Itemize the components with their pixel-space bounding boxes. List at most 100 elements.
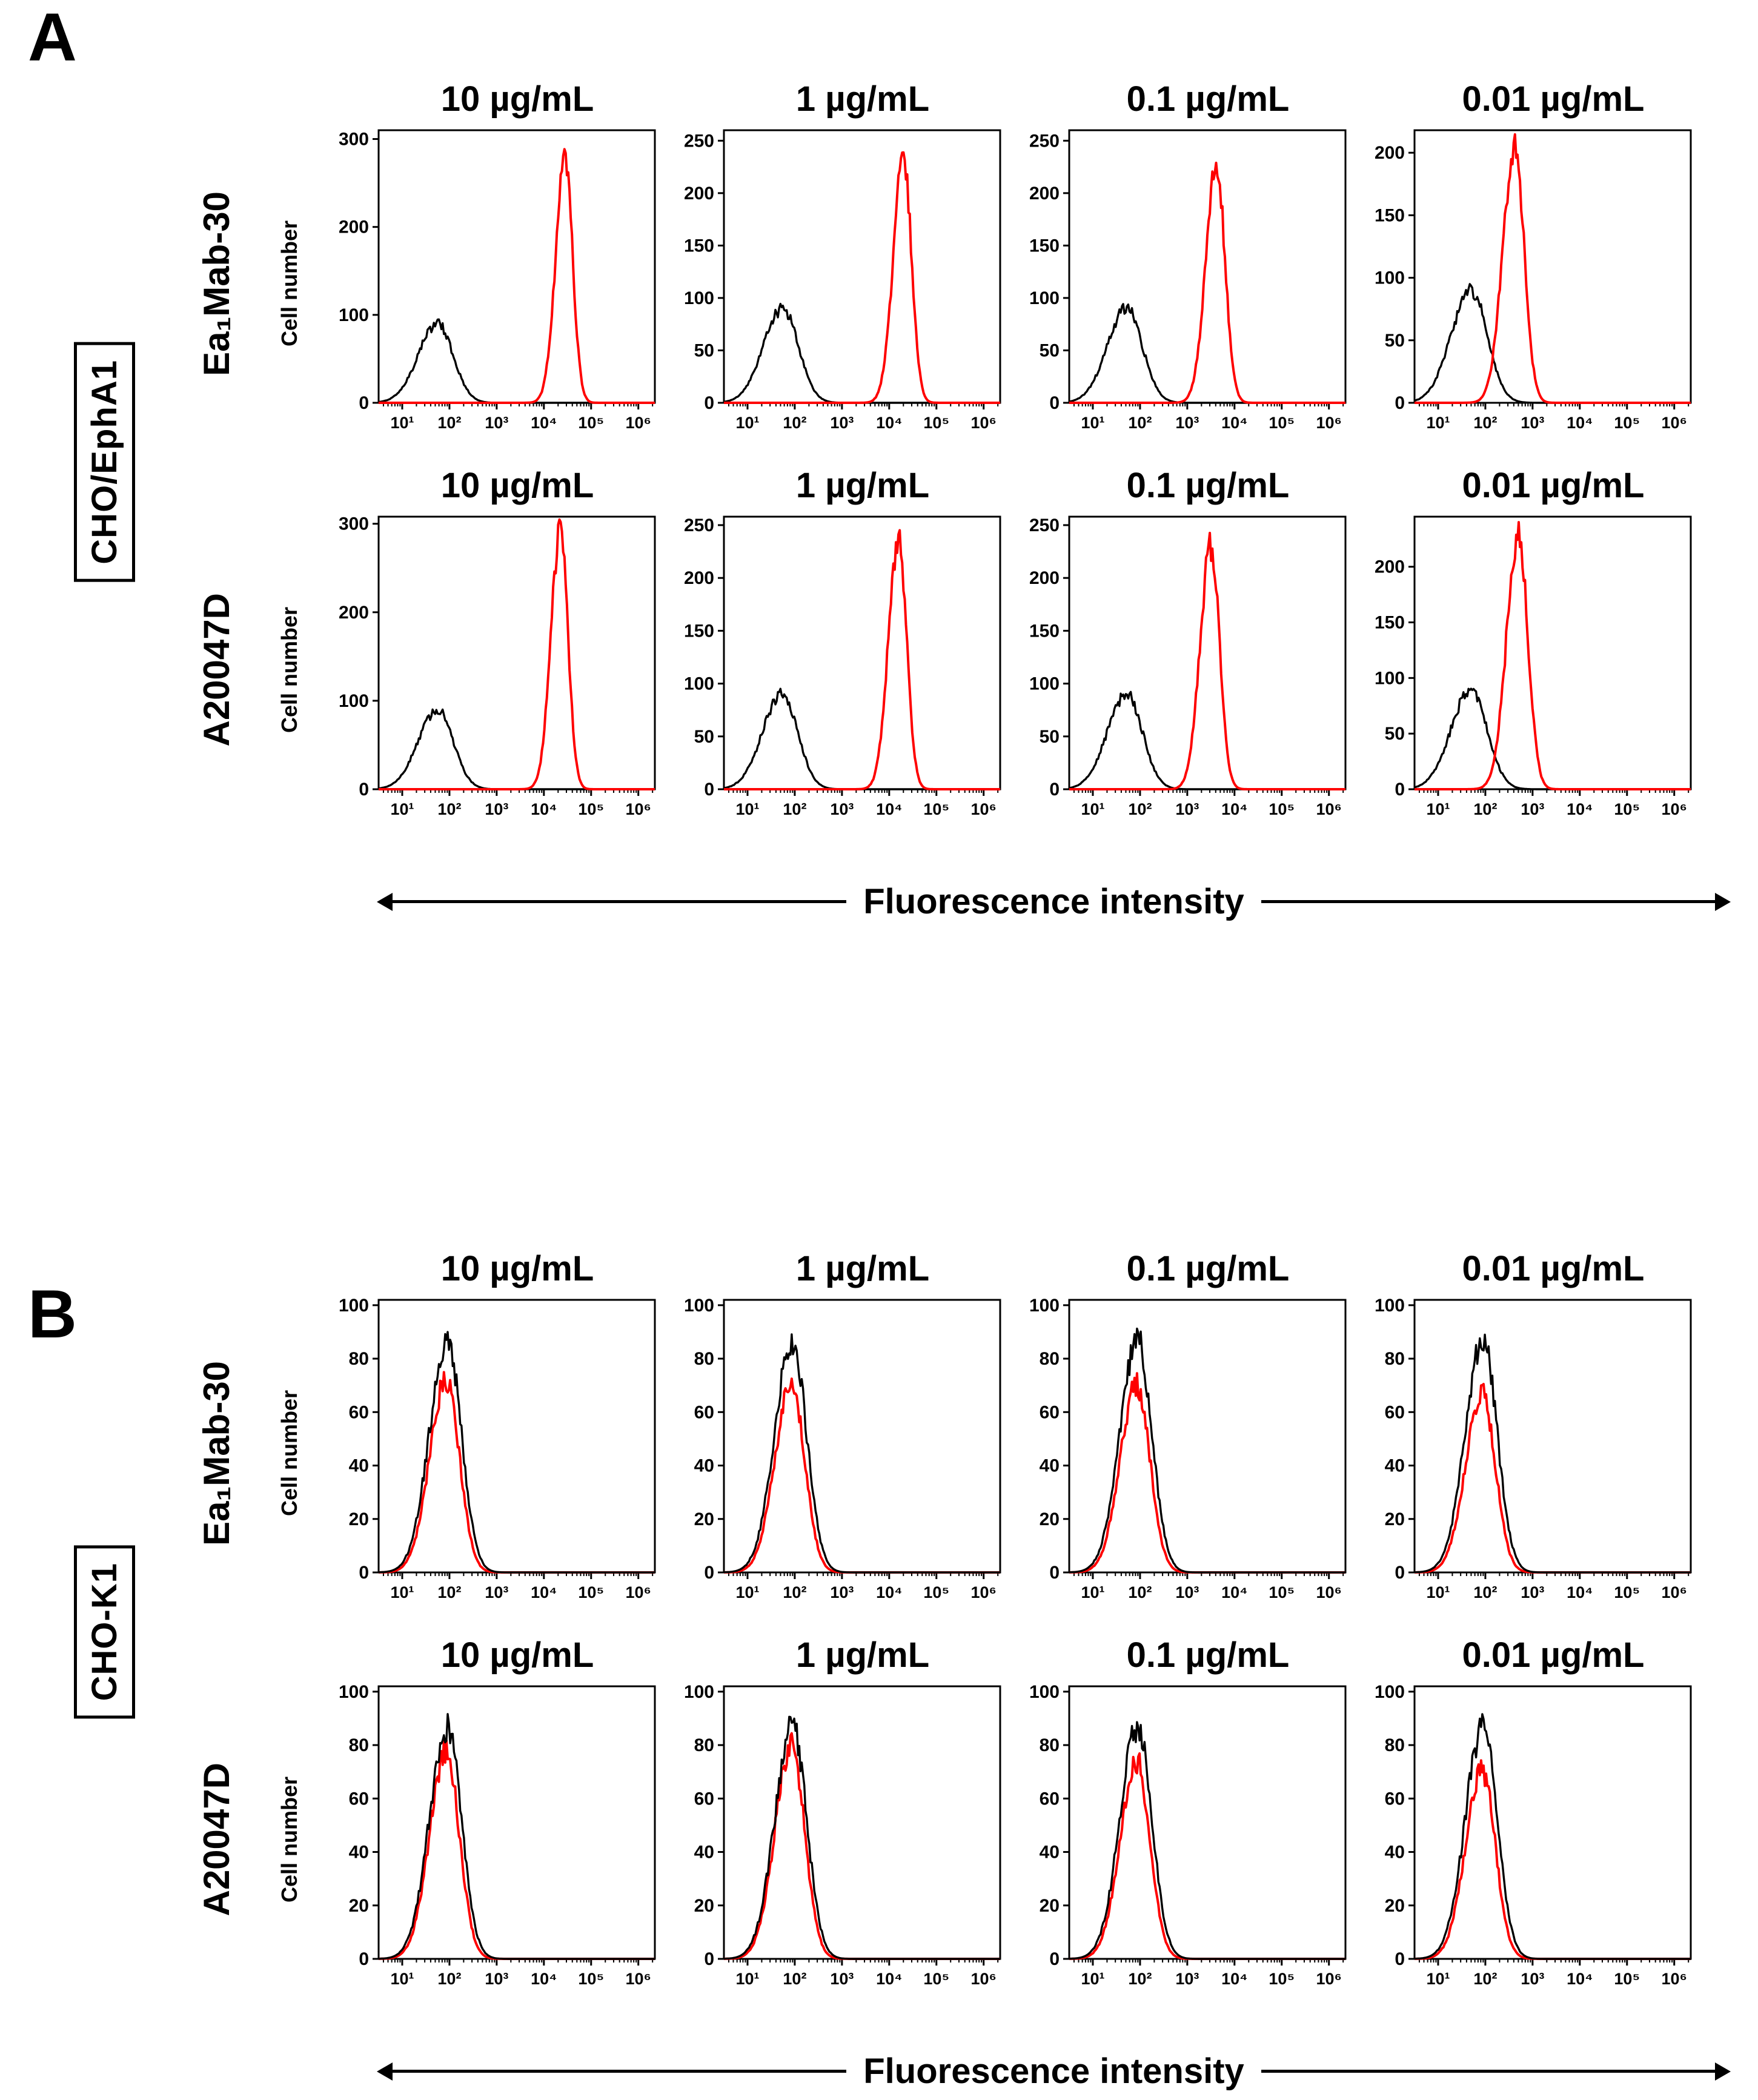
histogram-plot: 0 20 40 60 80 100 10¹ 10² 10³ 10⁴ 10⁵ 10⁶	[1354, 1679, 1699, 2000]
plot-title: 10 µg/mL	[440, 79, 594, 119]
plot-title: 1 µg/mL	[795, 1249, 930, 1288]
svg-text:100: 100	[339, 1296, 369, 1316]
svg-text:10⁶: 10⁶	[970, 1583, 996, 1601]
svg-text:10⁶: 10⁶	[1661, 1583, 1687, 1601]
fluorescence-intensity-label: Fluorescence intensity	[863, 882, 1244, 921]
arrowhead-right-icon	[1715, 892, 1731, 911]
svg-text:100: 100	[1375, 668, 1405, 688]
svg-text:10⁵: 10⁵	[1614, 414, 1640, 432]
panel-a-letter: A	[28, 0, 77, 75]
svg-text:10³: 10³	[830, 1583, 854, 1601]
svg-text:0: 0	[704, 393, 714, 413]
svg-text:10⁶: 10⁶	[970, 800, 996, 818]
histogram-plot: 0 50 100 150 200 10¹ 10² 10³ 10⁴ 10⁵ 10⁶	[1354, 509, 1699, 830]
svg-text:10³: 10³	[1175, 414, 1199, 432]
cellline-box-cho-epha1: CHO/EphA1	[74, 342, 135, 582]
arrow-line	[393, 2070, 847, 2073]
svg-text:10⁴: 10⁴	[1567, 1970, 1593, 1988]
svg-text:10⁵: 10⁵	[1614, 800, 1640, 818]
svg-text:40: 40	[1040, 1456, 1060, 1476]
plot-title: 0.1 µg/mL	[1126, 79, 1290, 119]
svg-text:20: 20	[1385, 1896, 1405, 1916]
svg-text:100: 100	[684, 674, 714, 694]
plot-title: 0.1 µg/mL	[1126, 466, 1290, 505]
svg-text:10¹: 10¹	[1081, 414, 1104, 432]
panel-b-letter: B	[28, 1276, 77, 1352]
svg-text:250: 250	[1029, 515, 1060, 535]
svg-text:250: 250	[684, 131, 714, 151]
svg-text:40: 40	[349, 1456, 369, 1476]
svg-text:10⁵: 10⁵	[578, 414, 604, 432]
svg-text:60: 60	[694, 1402, 714, 1422]
antibody-row: Ea₁Mab-30 Cell number 10 µg/mL 1 µg/mL 0.1…	[173, 1245, 1699, 1614]
svg-text:10³: 10³	[1521, 1583, 1544, 1601]
svg-text:50: 50	[694, 727, 714, 747]
svg-text:10²: 10²	[1473, 1970, 1497, 1988]
arrow-right-segment	[1261, 2062, 1731, 2081]
svg-text:200: 200	[339, 603, 369, 623]
svg-text:10⁴: 10⁴	[1567, 414, 1593, 432]
cell-number-axis-label: Cell number	[276, 220, 302, 347]
svg-text:10⁴: 10⁴	[1221, 1970, 1247, 1988]
plot-title: 0.01 µg/mL	[1462, 79, 1645, 119]
svg-text:50: 50	[1040, 340, 1060, 360]
plot-title: 1 µg/mL	[795, 1635, 930, 1675]
svg-text:0: 0	[704, 780, 714, 800]
antibody-label: Ea₁Mab-30	[196, 1360, 237, 1546]
panel-a: A CHO/EphA1 Ea₁Mab-30 Cell number 10 µg/…	[0, 0, 1758, 930]
svg-text:10⁴: 10⁴	[531, 800, 557, 818]
svg-text:0: 0	[1395, 393, 1405, 413]
svg-text:300: 300	[339, 130, 369, 150]
svg-text:10⁴: 10⁴	[876, 1970, 902, 1988]
svg-text:10¹: 10¹	[390, 1970, 414, 1988]
fluorescence-intensity-label: Fluorescence intensity	[863, 2052, 1244, 2091]
svg-text:80: 80	[1385, 1349, 1405, 1369]
arrow-right-segment	[1261, 892, 1731, 911]
svg-text:10⁶: 10⁶	[1316, 1583, 1341, 1601]
plot-title: 1 µg/mL	[795, 466, 930, 505]
svg-text:10²: 10²	[1128, 1970, 1152, 1988]
svg-text:10⁶: 10⁶	[970, 414, 996, 432]
plot-title: 0.01 µg/mL	[1462, 466, 1645, 505]
concentration-titles-row: 10 µg/mL 1 µg/mL 0.1 µg/mL 0.01 µg/mL	[318, 462, 1699, 509]
svg-text:100: 100	[1375, 1682, 1405, 1702]
histogram-plot: 0 50 100 150 200 250 10¹ 10² 10³ 10⁴ 10⁵ 10⁶	[1009, 123, 1354, 444]
svg-text:10⁵: 10⁵	[578, 1583, 604, 1601]
histogram-plots-row: 0 100 200 300 10¹ 10² 10³ 10⁴ 10⁵ 10⁶ 0 50 100 150 200…	[318, 509, 1699, 830]
svg-text:10¹: 10¹	[1426, 1970, 1450, 1988]
svg-text:10⁴: 10⁴	[531, 1583, 557, 1601]
histogram-plots-row: 0 100 200 300 10¹ 10² 10³ 10⁴ 10⁵ 10⁶ 0 50 100 150 200…	[318, 123, 1699, 444]
histogram-plots-row: 0 20 40 60 80 100 10¹ 10² 10³ 10⁴ 10⁵ 10⁶ 0 20 40 60 80 1…	[318, 1679, 1699, 2000]
svg-text:10⁴: 10⁴	[1567, 1583, 1593, 1601]
svg-text:10⁶: 10⁶	[1661, 414, 1687, 432]
svg-text:10¹: 10¹	[1426, 414, 1450, 432]
svg-text:50: 50	[694, 340, 714, 360]
svg-text:10³: 10³	[485, 1583, 508, 1601]
svg-text:100: 100	[339, 305, 369, 325]
plot-title: 10 µg/mL	[440, 1249, 594, 1288]
svg-text:0: 0	[1049, 780, 1060, 800]
svg-text:10¹: 10¹	[1426, 1583, 1450, 1601]
svg-text:10⁴: 10⁴	[1221, 1583, 1247, 1601]
cell-number-axis-label: Cell number	[276, 1776, 302, 1903]
svg-text:50: 50	[1040, 727, 1060, 747]
svg-text:10³: 10³	[1521, 800, 1544, 818]
svg-text:0: 0	[704, 1563, 714, 1583]
plot-title: 0.01 µg/mL	[1462, 1635, 1645, 1675]
arrow-line	[1261, 2070, 1716, 2073]
svg-text:150: 150	[1375, 205, 1405, 225]
svg-text:150: 150	[1375, 612, 1405, 632]
svg-text:10⁶: 10⁶	[625, 800, 651, 818]
plot-title: 0.1 µg/mL	[1126, 1249, 1290, 1288]
svg-text:150: 150	[684, 236, 714, 256]
svg-text:10¹: 10¹	[735, 414, 759, 432]
antibody-row: A20047D Cell number 10 µg/mL 1 µg/mL 0.1 µ…	[173, 462, 1699, 830]
x-axis-arrow: Fluorescence intensity	[377, 2042, 1731, 2100]
arrow-line	[1261, 900, 1716, 903]
svg-text:40: 40	[349, 1843, 369, 1863]
svg-text:10²: 10²	[1128, 800, 1152, 818]
antibody-label: Ea₁Mab-30	[196, 191, 237, 376]
svg-text:0: 0	[704, 1949, 714, 1969]
svg-text:60: 60	[349, 1789, 369, 1809]
